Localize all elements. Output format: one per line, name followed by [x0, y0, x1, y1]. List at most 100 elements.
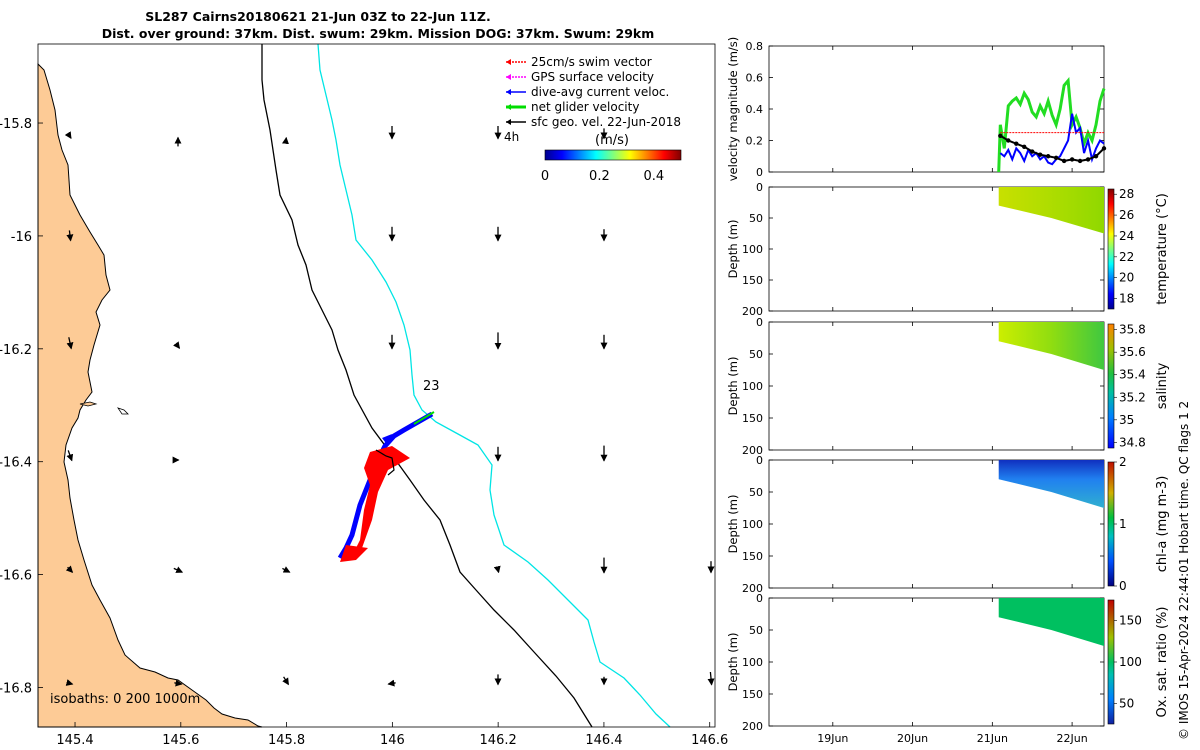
- colorbar-tick-label: 0: [541, 169, 549, 184]
- velocity-series-point: [1053, 155, 1059, 161]
- geo-vector-arrow: [65, 565, 74, 573]
- panel-colorbar: [1107, 188, 1115, 310]
- map-y-tick-label: -16.8: [0, 681, 32, 696]
- colorbar-tick-label: 22: [1119, 250, 1134, 264]
- panel-y-tick-label: 50: [749, 486, 763, 499]
- coast-islet: [79, 401, 98, 407]
- panel-y-axis-label: Depth (m): [726, 357, 740, 416]
- panel-salinity: 0 50 100 150 200 Depth (m) 34.8 35 35.2 35.4 35.6 3…: [726, 316, 1170, 457]
- panel-y-tick-label: 0.8: [746, 40, 764, 53]
- colorbar-tick-label: 0.4: [643, 169, 664, 184]
- glider-end-marker: [382, 434, 392, 446]
- panel-y-tick-label: 50: [749, 212, 763, 225]
- panel-y-axis-label: Depth (m): [726, 633, 740, 692]
- geo-velocity-vectors: [64, 126, 715, 687]
- geo-vector-arrow: [387, 679, 396, 687]
- colorbar-tick-label: 20: [1119, 271, 1134, 285]
- map-y-tick-label: -16.4: [0, 456, 32, 471]
- colorbar-tick-label: 1: [1119, 517, 1127, 531]
- panel-y-tick-label: 100: [742, 380, 763, 393]
- map-y-tick-label: -16: [11, 230, 32, 245]
- map-x-tick-label: 145.6: [162, 733, 199, 748]
- panel-y-tick-label: 200: [742, 305, 763, 318]
- panel-y-tick-label: 100: [742, 243, 763, 256]
- coast-islet: [117, 407, 129, 415]
- map-x-tick-label: 145.4: [56, 733, 93, 748]
- panel-y-tick-label: 200: [742, 444, 763, 457]
- panel-y-tick-label: 50: [749, 624, 763, 637]
- velocity-series-point: [1077, 158, 1083, 164]
- colorbar-tick-label: 26: [1119, 208, 1134, 222]
- isobaths-label: isobaths: 0 200 1000m: [50, 692, 200, 707]
- colorbar-tick-label: 28: [1119, 187, 1134, 201]
- velocity-series-point: [1085, 157, 1091, 162]
- panel-y-tick-label: 0.2: [746, 135, 764, 148]
- panel-y-tick-label: 0: [756, 592, 763, 605]
- panel-y-tick-label: 200: [742, 720, 763, 733]
- velocity-series-point: [1037, 152, 1043, 157]
- panel-colorbar-label: temperature (°C): [1155, 193, 1170, 305]
- panel-colorbar-label: chl-a (mg m-3): [1155, 476, 1170, 573]
- map-y-tick-label: -15.8: [0, 117, 32, 132]
- legend-label: GPS surface velocity: [531, 70, 654, 84]
- time-tick-label: 19Jun: [817, 732, 848, 745]
- sfc-track-line: [375, 449, 395, 476]
- legend-label: dive-avg current veloc.: [531, 85, 669, 99]
- panel-oxygen: 0 50 100 150 200 19Jun 20Jun 21Jun 22Jun Depth (m…: [726, 592, 1170, 745]
- panel-chl: 0 50 100 150 200 Depth (m) 0 1 2 chl-a (mg m-3): [726, 454, 1170, 595]
- panel-colorbar: [1107, 461, 1115, 587]
- legend-label: net glider velocity: [531, 100, 639, 114]
- geo-vector-arrow: [66, 450, 74, 462]
- time-tick-label: 21Jun: [977, 732, 1008, 745]
- legend-arrowhead: [506, 119, 511, 125]
- panel-y-tick-label: 0: [756, 166, 763, 179]
- geo-vector-arrow: [173, 341, 181, 349]
- panel-y-tick-label: 100: [742, 518, 763, 531]
- colorbar-tick-label: 24: [1119, 229, 1134, 243]
- panel-temperature: 0 50 100 150 200 Depth (m) 18 20 22 24 26 28 tempera…: [726, 181, 1170, 318]
- velocity-series-point: [1069, 157, 1075, 162]
- panel-y-tick-label: 0: [756, 454, 763, 467]
- panel-y-axis-label: Depth (m): [726, 495, 740, 554]
- panel-y-tick-label: 0.6: [746, 72, 764, 85]
- panel-velocity: 0 0.2 0.4 0.6 0.8 velocity magnitude (m/s): [726, 37, 1107, 181]
- time-series-panels: 0 0.2 0.4 0.6 0.8 velocity magnitude (m/s) 0 50…: [726, 37, 1170, 745]
- panel-y-tick-label: 200: [742, 582, 763, 595]
- panel-y-tick-label: 0: [756, 181, 763, 194]
- figure-title-line2: Dist. over ground: 37km. Dist. swum: 29k…: [102, 26, 655, 41]
- swim-vector-cluster: [340, 545, 368, 562]
- velocity-series-point: [1022, 144, 1027, 149]
- panel-colorbar: [1107, 599, 1115, 725]
- velocity-series-point: [1061, 158, 1067, 164]
- velocity-series-point: [1045, 154, 1051, 159]
- colorbar-tick-label: 35.4: [1119, 368, 1146, 382]
- speed-colorbar: [544, 149, 682, 161]
- geo-vector-arrow: [66, 337, 74, 350]
- map-y-tick-label: -16.2: [0, 343, 32, 358]
- panel-y-tick-label: 150: [742, 550, 763, 563]
- geo-vector-arrow: [64, 131, 72, 139]
- isobath-200m: [261, 44, 593, 728]
- geo-vector-arrow: [174, 679, 183, 687]
- panel-colorbar-label: salinity: [1155, 362, 1170, 409]
- geo-vector-arrow: [707, 671, 715, 686]
- velocity-series-line: [999, 113, 1105, 166]
- panel-y-tick-label: 150: [742, 688, 763, 701]
- geo-vector-arrow: [282, 566, 291, 573]
- colorbar-tick-label: 35.2: [1119, 390, 1146, 404]
- time-tick-label: 20Jun: [897, 732, 928, 745]
- figure-title-line1: SL287 Cairns20180621 21-Jun 03Z to 22-Ju…: [145, 9, 490, 24]
- panel-y-tick-label: 0: [756, 316, 763, 329]
- colorbar-tick-label: 18: [1119, 292, 1134, 306]
- panel-y-tick-label: 50: [749, 348, 763, 361]
- geo-vector-arrow: [493, 565, 501, 574]
- glider-track: [337, 411, 435, 562]
- time-tick-label: 22Jun: [1057, 732, 1088, 745]
- velocity-series-line: [997, 76, 1106, 173]
- velocity-series-point: [1014, 141, 1019, 146]
- legend-arrowhead: [506, 104, 511, 110]
- profile-data-block: [998, 598, 1104, 646]
- colorbar-tick-label: 35.6: [1119, 345, 1146, 359]
- legend-arrowhead: [506, 59, 511, 65]
- panel-y-axis-label: Depth (m): [726, 220, 740, 279]
